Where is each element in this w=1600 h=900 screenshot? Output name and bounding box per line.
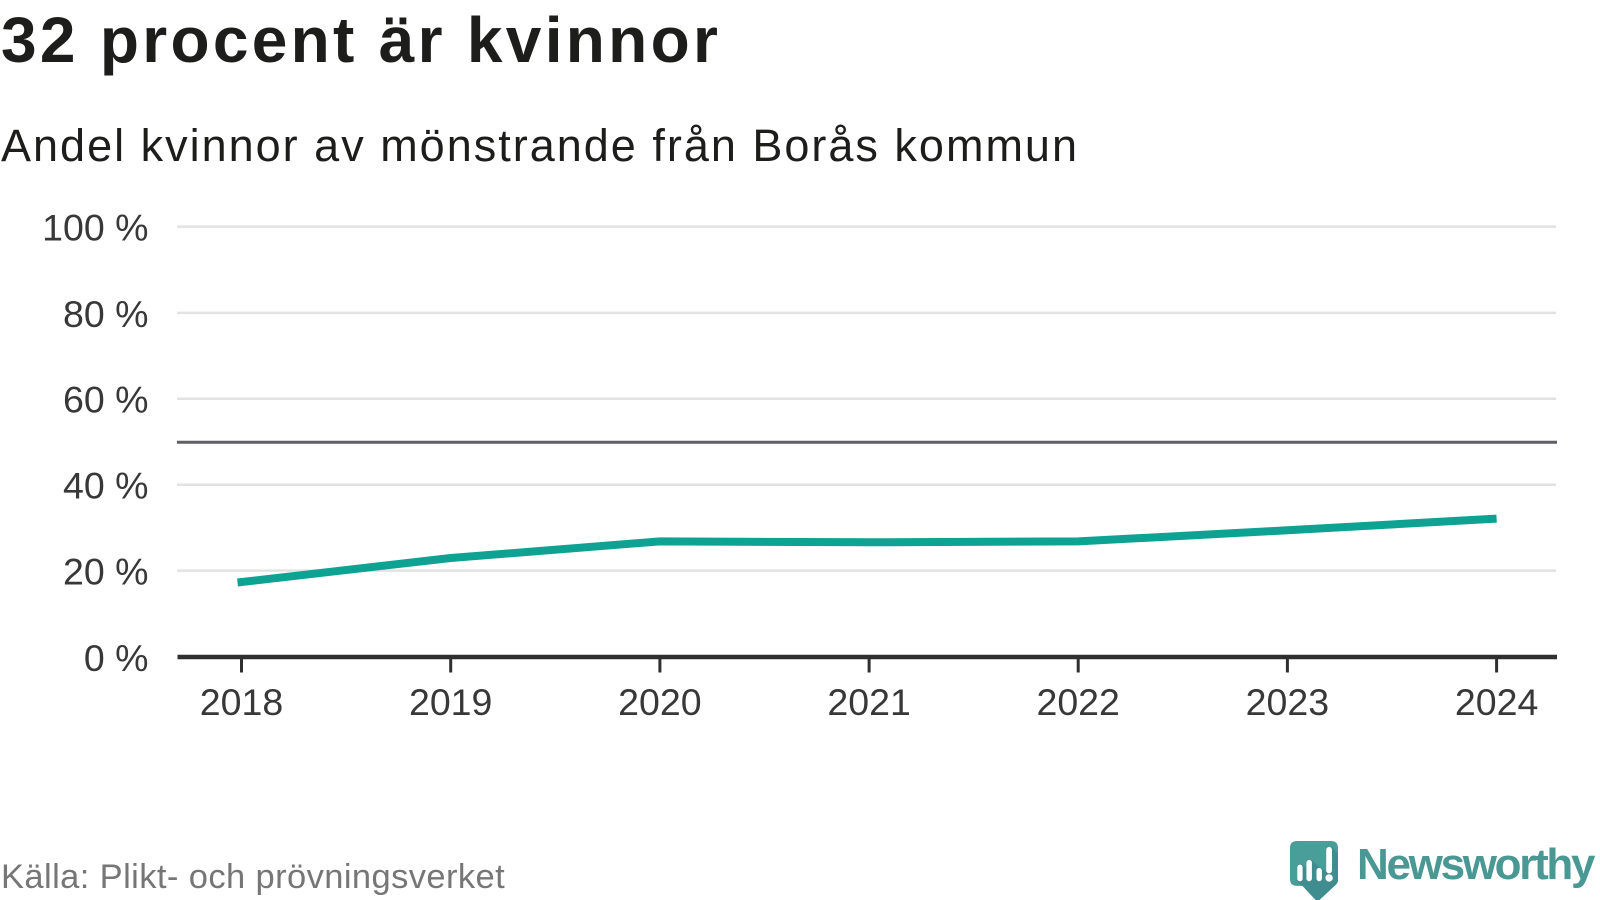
svg-text:60 %: 60 %	[63, 379, 148, 421]
svg-text:0 %: 0 %	[84, 637, 149, 679]
svg-text:Andel kvinnor av mönstrande fr: Andel kvinnor av mönstrande från Borås k…	[1, 120, 1079, 171]
svg-text:Källa: Plikt- och prövningsver: Källa: Plikt- och prövningsverket	[1, 858, 505, 896]
svg-text:40 %: 40 %	[63, 465, 148, 507]
svg-text:2021: 2021	[827, 681, 910, 723]
svg-text:20 %: 20 %	[63, 551, 148, 593]
svg-text:2019: 2019	[409, 681, 492, 723]
svg-text:2024: 2024	[1455, 681, 1538, 723]
svg-text:Newsworthy: Newsworthy	[1357, 840, 1596, 889]
svg-text:80 %: 80 %	[63, 293, 148, 335]
svg-text:2023: 2023	[1246, 681, 1329, 723]
svg-text:100 %: 100 %	[42, 207, 148, 249]
svg-text:32 procent är kvinnor: 32 procent är kvinnor	[1, 4, 721, 76]
svg-text:2018: 2018	[200, 681, 283, 723]
svg-text:2020: 2020	[618, 681, 701, 723]
svg-text:2022: 2022	[1036, 681, 1119, 723]
